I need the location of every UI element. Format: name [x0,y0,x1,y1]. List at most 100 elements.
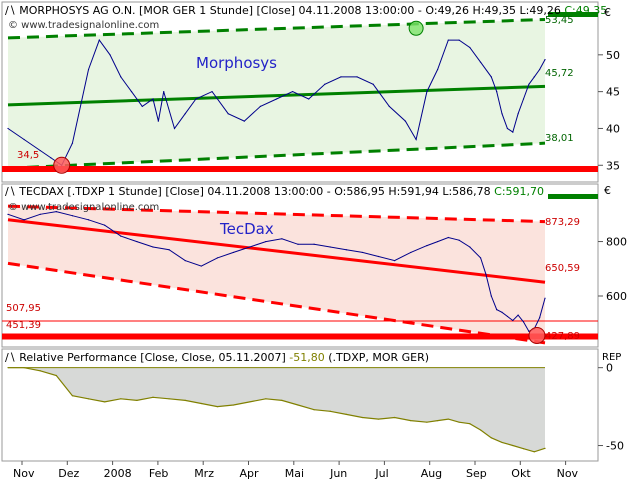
morphosys-point [157,120,159,122]
x-tick-label: Jul [374,467,388,480]
morphosys-point [195,98,197,100]
rp-point [469,423,471,425]
x-tick-label: Okt [511,467,531,480]
rp-point [329,410,331,412]
tecdax-point [512,319,514,322]
header-sine-icon: ∕∖ [5,185,16,198]
morphosys-point [130,91,133,93]
morphosys-point [426,91,428,93]
mid-left-label-lower: 451,39 [6,320,41,331]
morphosys-point [415,138,417,141]
rp-point [522,448,525,450]
top-y-tick-label: 50 [606,49,620,62]
rp-point [168,398,170,400]
rp-point [104,401,106,403]
rp-point [281,399,283,401]
rp-point [533,451,535,453]
tecdax-point [377,255,380,258]
morphosys-point [340,76,342,78]
mid-channel-upper-line [7,204,546,224]
top-currency-label: € [604,6,611,19]
rp-point [447,418,449,420]
tecdax-point [437,240,439,243]
morphosys-point [512,131,514,133]
tecdax-point [501,311,503,313]
morphosys-point [479,61,482,63]
top-watermark: © www.tradesignalonline.com [8,20,159,31]
morphosys-point [517,113,519,115]
morphosys-point [71,142,74,144]
x-tick-label: Sep [466,467,487,480]
rp-line [8,367,546,453]
morphosys-point [7,127,9,130]
morphosys-label: Morphosys [196,54,277,72]
morphosys-point [356,76,358,78]
tecdax-point [104,224,106,226]
morphosys-point [544,59,546,61]
tecdax-point [544,297,546,299]
rp-point [71,395,74,397]
top-channel-upper-line [7,17,546,40]
tecdax-point [329,246,331,248]
morphosys-point [163,91,165,93]
morphosys-point [308,98,310,100]
tecdax-point [345,249,347,251]
rp-area [8,367,545,452]
morphosys-point [243,120,245,122]
top-y-tick-label: 35 [606,159,620,172]
tecdax-point [539,317,541,319]
top-panel [2,12,598,174]
rp-point [136,399,138,401]
mid-header-close: C:591,70 [494,185,544,198]
mid-y-tick-label: 800 [606,236,627,249]
rp-point [249,401,251,403]
morphosys-point [23,138,25,141]
tecdax-point [39,213,41,215]
morphosys-point [458,39,460,41]
tecdax-point [281,238,283,240]
morphosys-point [372,83,374,85]
mid-header-text: TECDAX [.TDXP 1 Stunde] [Close] 04.11.20… [18,185,494,198]
mid-trend-line [7,218,546,284]
mid-resistance-bar [548,194,598,199]
rp-point [297,404,299,406]
tecdax-point [265,240,267,243]
top-high-marker [408,20,424,36]
rp-point [200,402,202,405]
mid-y-tick-label: 600 [606,290,627,303]
tecdax-point [479,257,482,259]
rp-point [184,399,186,401]
tecdax-price-line [7,211,546,333]
morphosys-point [388,105,390,107]
rp-point [7,367,9,369]
tecdax-point [297,243,299,245]
tecdax-point [168,249,170,251]
tecdax-point [152,246,154,248]
x-tick-label: Feb [149,467,168,480]
top-resistance-bar [548,12,598,17]
morphosys-point [490,76,492,78]
rp-point [361,416,364,419]
tecdax-point [361,251,364,254]
top-support-label: 34,5 [17,150,39,161]
tecdax-point [506,315,509,318]
morphosys-point [227,113,229,115]
x-tick-label: Nov [557,467,579,480]
tecdax-point [200,265,202,267]
rp-point [512,444,514,447]
mid-currency-label: € [604,184,611,197]
tecdax-point [490,295,492,297]
mid-level-label-mid: 650,59 [545,263,580,274]
top-level-label-upper: 53,45 [545,15,574,26]
rp-point [458,421,460,423]
tecdax-point [184,260,186,262]
rp-point [410,420,412,422]
x-tick-label: Apr [240,467,260,480]
tecdax-label: TecDax [219,220,274,238]
rp-point [55,374,57,377]
bottom-panel-header: ∕∖ Relative Performance [Close, Close, 0… [5,351,429,364]
top-low-marker [53,156,71,174]
tecdax-point [447,236,449,239]
tecdax-point [216,257,219,259]
tecdax-point [55,211,57,213]
